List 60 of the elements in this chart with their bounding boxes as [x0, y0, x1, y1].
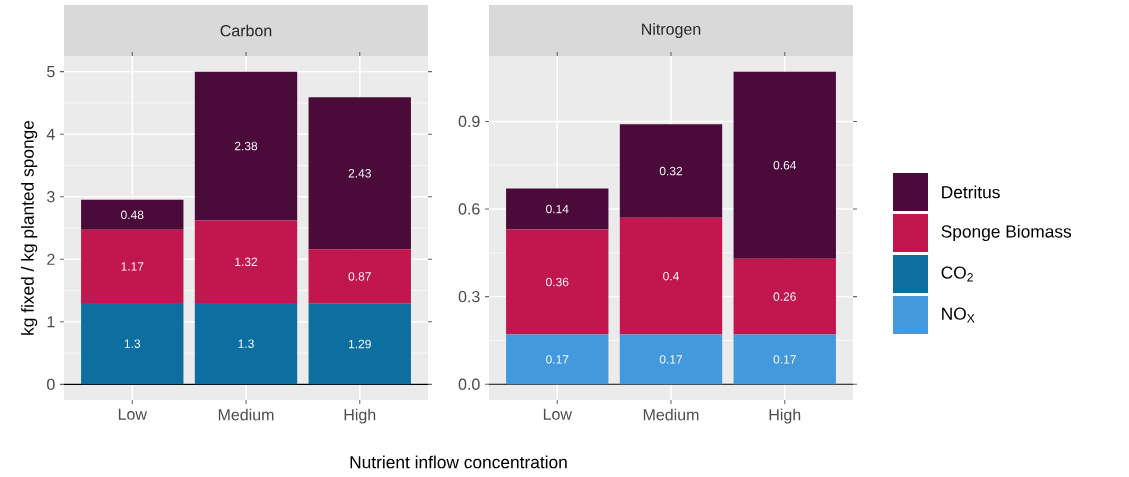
- legend-label: Detritus: [942, 185, 1000, 199]
- data-label: 1.29: [349, 339, 371, 349]
- legend-label: Sponge Biomass: [941, 224, 1072, 242]
- data-label: 2.43: [348, 169, 371, 178]
- data-label: 1.3: [238, 339, 254, 348]
- bar: [194, 220, 298, 304]
- data-label: 0.48: [121, 210, 144, 220]
- chart-title: Carbon: [220, 24, 272, 37]
- data-label: 0.26: [773, 292, 796, 301]
- y-tick-label: 2: [47, 253, 55, 265]
- bar: [619, 217, 723, 335]
- y-tick-label: 0.0: [458, 378, 480, 390]
- y-axis-title: kg fixed / kg planted sponge: [21, 120, 38, 335]
- data-label: 0.32: [659, 166, 683, 176]
- y-tick-label: 0: [47, 378, 55, 391]
- y-tick-label: 1: [47, 316, 55, 328]
- bar: [506, 229, 609, 335]
- legend-label: NO$_{X}$: [942, 307, 975, 323]
- bar: [194, 71, 298, 221]
- x-tick-label: Medium: [643, 408, 699, 421]
- bar: [308, 303, 411, 385]
- bar: [506, 188, 609, 230]
- bar: [308, 97, 411, 250]
- data-label: 0.36: [546, 277, 569, 287]
- data-label: 0.4: [663, 271, 679, 281]
- bar: [619, 124, 723, 218]
- bar: [194, 303, 298, 385]
- bar: [733, 334, 836, 385]
- legend-label: CO$_{2}$: [941, 266, 973, 282]
- data-label: 1.3: [124, 339, 141, 348]
- data-label: 0.14: [546, 204, 569, 214]
- data-label: 1.17: [121, 262, 144, 271]
- x-tick-label: Low: [543, 408, 572, 420]
- bar: [81, 303, 184, 385]
- x-tick-label: Low: [118, 408, 147, 420]
- data-label: 0.17: [659, 355, 683, 364]
- y-tick-label: 4: [46, 128, 55, 140]
- bar: [81, 229, 184, 304]
- x-tick-label: Medium: [218, 408, 274, 421]
- x-tick-label: High: [769, 408, 801, 424]
- data-label: 2.38: [234, 141, 258, 151]
- x-tick-label: High: [344, 408, 376, 424]
- data-label: 0.17: [773, 355, 796, 364]
- y-tick-label: 0.3: [458, 290, 480, 303]
- y-tick-label: 0.6: [458, 203, 480, 215]
- bar: [733, 258, 836, 335]
- data-label: 0.87: [348, 272, 371, 281]
- bar: [619, 334, 723, 385]
- bar: [733, 71, 836, 259]
- chart-title: Nitrogen: [642, 23, 701, 38]
- bar: [506, 334, 609, 385]
- x-axis-title: Nutrient inflow concentration: [350, 455, 567, 469]
- bar: [308, 249, 411, 304]
- data-label: 0.64: [773, 160, 797, 170]
- data-label: 1.32: [235, 257, 258, 267]
- y-tick-label: 3: [47, 191, 55, 203]
- bar: [81, 199, 184, 230]
- y-tick-label: 5: [47, 66, 55, 78]
- data-label: 0.17: [546, 355, 569, 364]
- y-tick-label: 0.9: [458, 115, 480, 128]
